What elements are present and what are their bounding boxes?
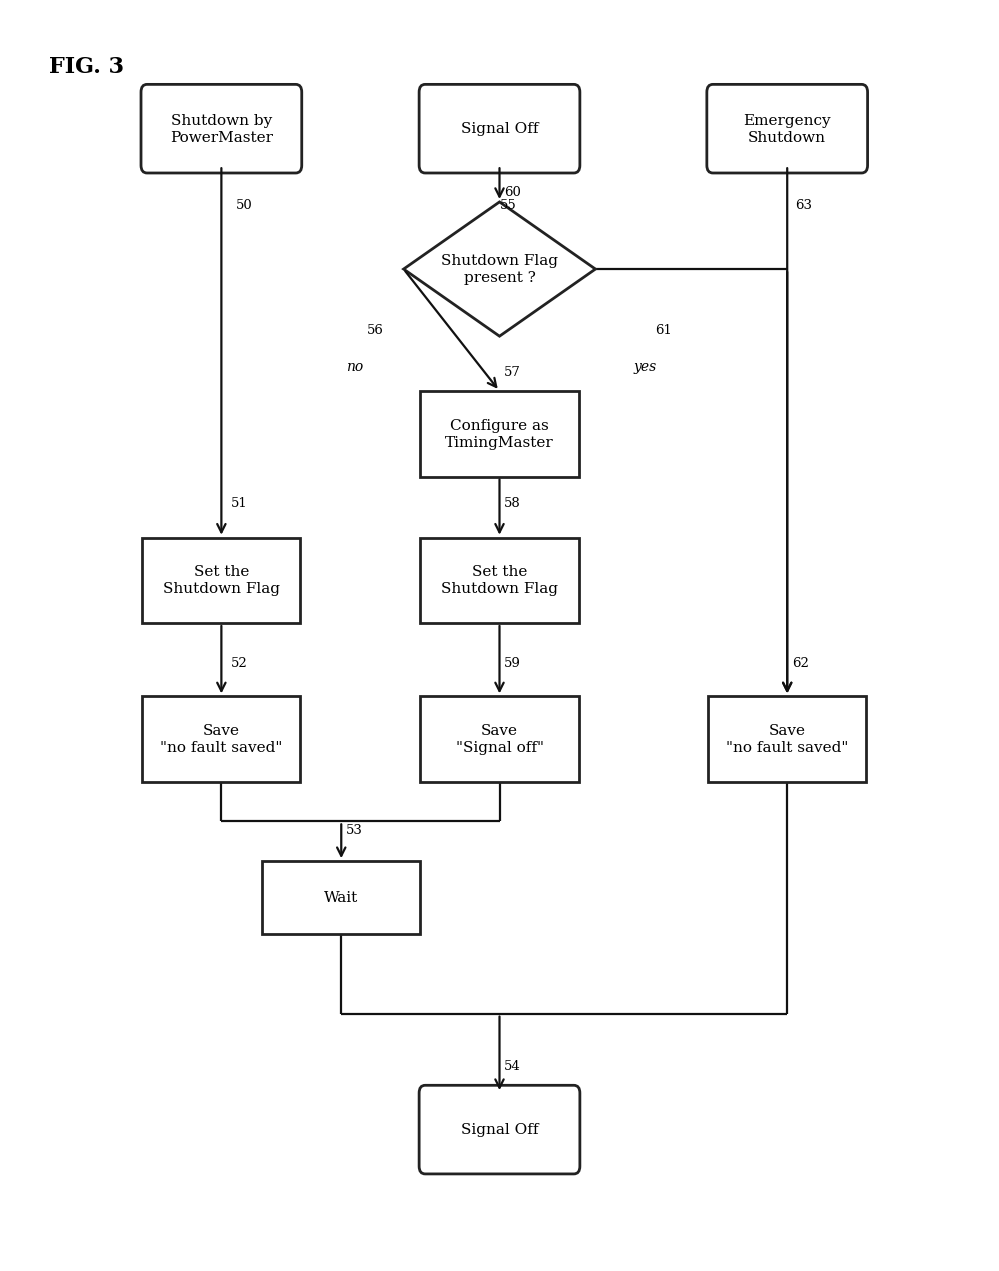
Text: Configure as
TimingMaster: Configure as TimingMaster bbox=[446, 418, 553, 450]
Text: Emergency
Shutdown: Emergency Shutdown bbox=[743, 113, 831, 145]
FancyBboxPatch shape bbox=[420, 85, 579, 173]
Text: 55: 55 bbox=[500, 200, 516, 212]
Text: 62: 62 bbox=[792, 657, 809, 670]
Bar bbox=[708, 697, 866, 782]
Bar bbox=[421, 697, 578, 782]
Text: no: no bbox=[346, 360, 364, 374]
Text: FIG. 3: FIG. 3 bbox=[49, 56, 124, 78]
Text: 61: 61 bbox=[655, 324, 671, 337]
Text: Save
"no fault saved": Save "no fault saved" bbox=[160, 723, 283, 755]
FancyBboxPatch shape bbox=[707, 85, 867, 173]
Text: 56: 56 bbox=[368, 324, 384, 337]
Text: 50: 50 bbox=[236, 200, 253, 212]
Text: 51: 51 bbox=[231, 497, 248, 510]
Text: Wait: Wait bbox=[324, 891, 359, 905]
Bar bbox=[142, 697, 301, 782]
Text: 60: 60 bbox=[504, 186, 521, 198]
Bar bbox=[421, 391, 578, 477]
Bar bbox=[142, 538, 301, 623]
Text: Save
"Signal off": Save "Signal off" bbox=[456, 723, 543, 755]
Text: 59: 59 bbox=[504, 657, 521, 670]
Text: 53: 53 bbox=[346, 824, 363, 836]
Text: yes: yes bbox=[633, 360, 657, 374]
Text: Save
"no fault saved": Save "no fault saved" bbox=[726, 723, 848, 755]
Text: 58: 58 bbox=[504, 497, 521, 510]
Text: Set the
Shutdown Flag: Set the Shutdown Flag bbox=[441, 564, 558, 596]
Text: Shutdown Flag
present ?: Shutdown Flag present ? bbox=[441, 254, 558, 285]
FancyBboxPatch shape bbox=[420, 1085, 579, 1174]
Text: 52: 52 bbox=[231, 657, 248, 670]
Text: 63: 63 bbox=[795, 200, 812, 212]
Text: 57: 57 bbox=[504, 366, 521, 379]
FancyBboxPatch shape bbox=[141, 85, 302, 173]
Bar bbox=[421, 538, 578, 623]
Polygon shape bbox=[404, 202, 595, 337]
Text: Signal Off: Signal Off bbox=[461, 122, 538, 136]
Text: Set the
Shutdown Flag: Set the Shutdown Flag bbox=[163, 564, 280, 596]
Text: 54: 54 bbox=[504, 1059, 521, 1073]
Text: Shutdown by
PowerMaster: Shutdown by PowerMaster bbox=[170, 113, 273, 145]
Bar bbox=[262, 862, 421, 934]
Text: Signal Off: Signal Off bbox=[461, 1122, 538, 1136]
